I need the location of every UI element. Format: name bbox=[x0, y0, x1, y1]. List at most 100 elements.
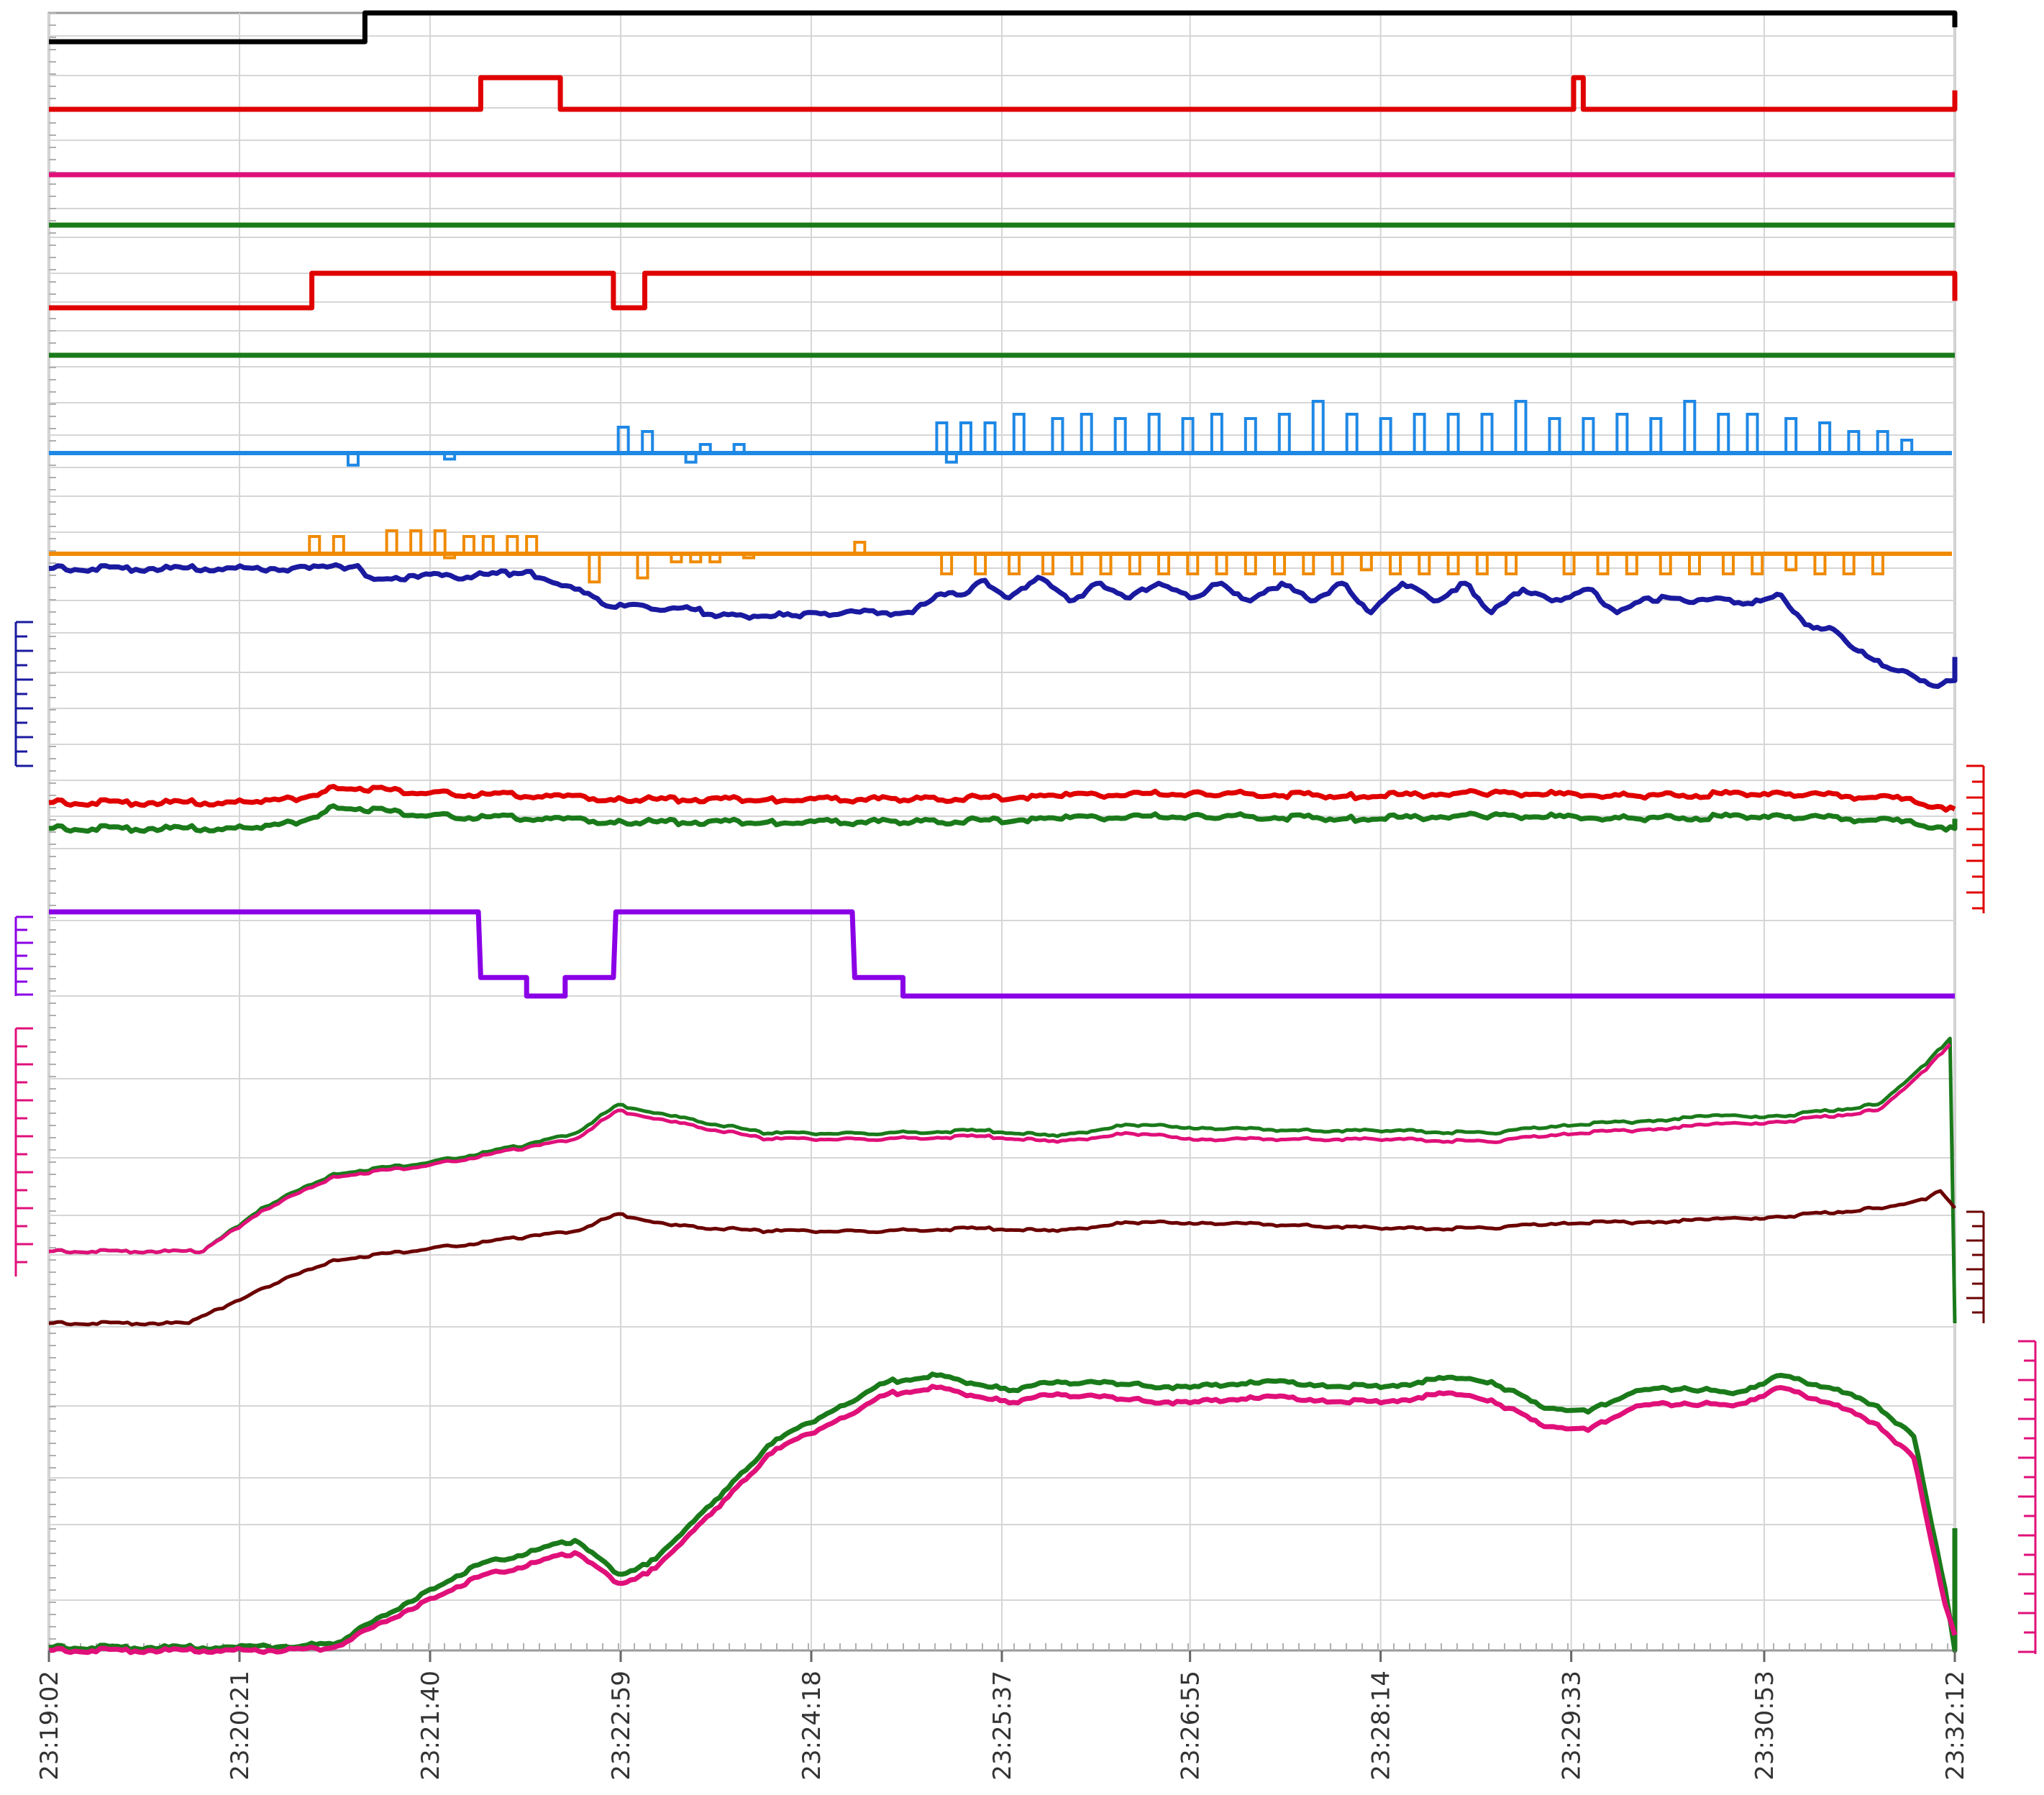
lane-blue-pulses-up-pulse bbox=[1210, 413, 1223, 453]
x-axis-ticks: 23:19:02 23:20:21 23:21:40 23:22:59 23:24:18… bbox=[35, 1650, 1970, 1781]
lane-orange-pulses-down-pulse bbox=[1273, 554, 1287, 575]
x-tick-label: 23:25:37 bbox=[988, 1671, 1017, 1781]
lane-orange-pulses-down-pulse bbox=[1688, 554, 1702, 575]
x-tick-label: 23:30:53 bbox=[1751, 1671, 1779, 1781]
lane-temps-series-green bbox=[48, 1036, 1957, 1324]
lane-blue-pulses-up-pulse bbox=[1147, 413, 1161, 453]
lane-blue-pulses-up-pulse bbox=[732, 443, 746, 453]
lane-orange-pulses-down-pulse bbox=[1331, 554, 1344, 575]
lane-orange-pulses-down-pulse bbox=[689, 554, 703, 564]
x-tick-label: 23:26:55 bbox=[1177, 1671, 1205, 1781]
lane-orange-pulses-down-pulse bbox=[1625, 554, 1638, 575]
lane-blue-pulses-up-pulse bbox=[1311, 400, 1325, 453]
lane-orange-pulses-down-pulse bbox=[1099, 554, 1113, 575]
lane-blue-pulses-up-pulse bbox=[1900, 439, 1914, 453]
x-tick-label: 23:20:21 bbox=[226, 1671, 255, 1781]
lane-orange-pulses-down-pulse bbox=[1070, 554, 1084, 575]
lane-red-step-2 bbox=[49, 270, 1958, 311]
lane-blue-pulses-down-pulse bbox=[944, 453, 958, 464]
lane-blue-pulses-up-pulse bbox=[641, 430, 654, 453]
lane-orange-pulses-down-pulse bbox=[742, 554, 756, 559]
lane-orange-pulses-down-pulse bbox=[1871, 554, 1884, 575]
lane-blue-pulses-up-pulse bbox=[959, 421, 972, 453]
lane-orange-pulses-up-pulse bbox=[385, 529, 398, 554]
lane-bottom-series-magenta bbox=[48, 1384, 1958, 1655]
lane-green-noisy bbox=[48, 803, 1958, 834]
lane-blue-pulses-up-pulse bbox=[1548, 417, 1561, 453]
lane-blue-pulses-down-pulse bbox=[346, 453, 360, 467]
lane-blue-pulses-up-pulse bbox=[1784, 417, 1798, 453]
lane-orange-pulses-up-pulse bbox=[433, 529, 447, 554]
lane-blue-pulses-up-pulse bbox=[935, 421, 949, 453]
lane-blue-pulses-up-pulse bbox=[1582, 417, 1595, 453]
lane-orange-pulses-down-pulse bbox=[1446, 554, 1460, 575]
lane-orange-pulses-down-pulse bbox=[636, 554, 649, 580]
lane-orange-pulses-down-pulse bbox=[1186, 554, 1200, 575]
lane-orange-pulses-down-pulse bbox=[940, 554, 954, 575]
lane-blue-pulses-up-pulse bbox=[616, 426, 630, 453]
lane-orange-pulses-down-pulse bbox=[1751, 554, 1764, 575]
lane-orange-pulses-down-pulse bbox=[974, 554, 987, 575]
x-tick-label: 23:28:14 bbox=[1367, 1671, 1396, 1781]
lane-orange-pulses-up-pulse bbox=[506, 535, 519, 554]
lane-temps-series-darkred bbox=[48, 1189, 1956, 1327]
lane-orange-pulses-up-pulse bbox=[462, 535, 475, 554]
x-tick-label: 23:32:12 bbox=[1941, 1671, 1970, 1781]
lane-orange-pulses-down-pulse bbox=[1659, 554, 1672, 575]
lane-blue-pulses-up-pulse bbox=[1615, 413, 1629, 453]
lane-orange-pulses-down-pulse bbox=[708, 554, 722, 564]
lane-orange-pulses-down-pulse bbox=[1359, 554, 1373, 572]
x-tick-label: 23:29:33 bbox=[1558, 1671, 1587, 1781]
lane-blue-pulses-up-pulse bbox=[1683, 400, 1697, 453]
x-tick-label: 23:21:40 bbox=[416, 1671, 445, 1781]
lane-orange-pulses-down-pulse bbox=[588, 554, 601, 584]
lane-orange-pulses-down-pulse bbox=[1418, 554, 1431, 575]
lane-orange-pulses-down-pulse bbox=[1842, 554, 1856, 575]
lane-navy-trace bbox=[48, 562, 1958, 689]
lane-red-step-1 bbox=[49, 75, 1958, 112]
side-scales bbox=[14, 621, 2037, 1654]
lane-orange-pulses-down-pulse bbox=[1562, 554, 1576, 575]
lane-orange-pulses-down-pulse bbox=[1244, 554, 1257, 575]
lane-orange-pulses-up-pulse bbox=[308, 535, 321, 554]
x-tick-label: 23:22:59 bbox=[607, 1671, 636, 1781]
lane-orange-pulses-down-pulse bbox=[1157, 554, 1171, 575]
lane-blue-pulses-up-pulse bbox=[1345, 413, 1359, 453]
lane-blue-pulses-up-pulse bbox=[1379, 417, 1392, 453]
lane-orange-pulses-down-pulse bbox=[1475, 554, 1489, 575]
lane-bottom-series-green bbox=[48, 1371, 1958, 1653]
lane-orange-pulses-down-pulse bbox=[1215, 554, 1228, 575]
lane-orange-pulses-up-pulse bbox=[525, 535, 539, 554]
plot-area bbox=[48, 10, 1958, 1655]
lane-blue-pulses-up-pulse bbox=[1746, 413, 1759, 453]
x-tick-label: 23:24:18 bbox=[798, 1671, 826, 1781]
lane-blue-pulses-down-pulse bbox=[443, 453, 457, 461]
lane-orange-pulses-down-pulse bbox=[1813, 554, 1827, 575]
lane-orange-pulses-down-pulse bbox=[670, 554, 683, 564]
lane-orange-pulses-up-pulse bbox=[332, 535, 345, 554]
lane-blue-pulses-up-pulse bbox=[1717, 413, 1730, 453]
lane-blue-pulses-up-pulse bbox=[1051, 417, 1064, 453]
lane-blue-pulses-up-pulse bbox=[1244, 417, 1257, 453]
lane-orange-pulses-down-pulse bbox=[1721, 554, 1735, 575]
lane-orange-pulses-down-pulse bbox=[1128, 554, 1141, 575]
lane-orange-pulses-up-pulse bbox=[481, 535, 495, 554]
lane-orange-pulses-up-pulse bbox=[409, 529, 423, 554]
lane-orange-pulses-down-pulse bbox=[1041, 554, 1055, 575]
x-tick-label: 23:19:02 bbox=[35, 1671, 64, 1781]
lane-blue-pulses-up-pulse bbox=[983, 421, 997, 453]
lane-orange-pulses-down-pulse bbox=[1505, 554, 1518, 575]
lane-temps-series-magenta bbox=[48, 1043, 1952, 1255]
lane-orange-pulses-down-pulse bbox=[1008, 554, 1021, 575]
lane-blue-pulses-up-pulse bbox=[1876, 430, 1889, 453]
lane-blue-pulses-up-pulse bbox=[1012, 413, 1026, 453]
lane-purple-step bbox=[49, 909, 1955, 999]
lane-blue-pulses-up-pulse bbox=[1446, 413, 1460, 453]
lane-blue-pulses-up-pulse bbox=[1113, 417, 1127, 453]
lane-orange-pulses-down-pulse bbox=[1784, 554, 1798, 572]
lane-blue-pulses-up-pulse bbox=[1847, 430, 1861, 453]
lane-red-noisy bbox=[48, 784, 1956, 813]
lane-blue-pulses-down-pulse bbox=[684, 453, 698, 464]
lane-blue-pulses-up-pulse bbox=[1818, 421, 1832, 453]
